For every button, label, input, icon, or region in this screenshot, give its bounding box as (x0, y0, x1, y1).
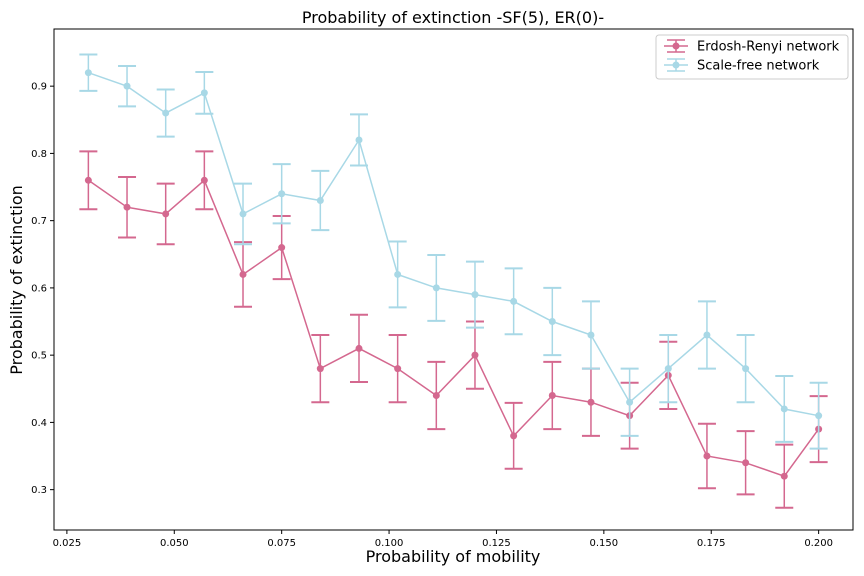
data-point (703, 452, 711, 460)
x-tick-label: 0.050 (160, 538, 189, 549)
data-point (510, 432, 518, 440)
data-point (162, 210, 170, 218)
data-point (548, 318, 556, 326)
y-tick-label: 0.7 (31, 216, 47, 227)
data-point (200, 176, 208, 184)
data-point (471, 351, 479, 359)
data-point (123, 203, 131, 211)
y-tick-label: 0.9 (31, 82, 47, 93)
data-point (84, 176, 92, 184)
data-point (626, 398, 634, 406)
x-axis-label: Probability of mobility (366, 547, 541, 566)
data-point (316, 365, 324, 373)
data-point (815, 412, 823, 420)
plot-frame (53, 28, 854, 531)
data-point (239, 210, 247, 218)
legend-label: Scale-free network (697, 59, 820, 74)
series-line (87, 179, 820, 478)
legend-swatch-marker (672, 61, 680, 69)
data-point (394, 365, 402, 373)
data-point (548, 392, 556, 400)
data-point (316, 196, 324, 204)
x-tick-label: 0.075 (267, 538, 296, 549)
data-point (510, 297, 518, 305)
legend-item: Scale-free network (664, 58, 820, 74)
data-point (780, 472, 788, 480)
series-layer (79, 53, 828, 509)
series-1 (79, 150, 828, 509)
x-tick-label: 0.200 (804, 538, 833, 549)
x-tick-label: 0.025 (53, 538, 82, 549)
data-point (84, 69, 92, 77)
x-tick-label: 0.175 (697, 538, 726, 549)
data-point (587, 331, 595, 339)
data-point (742, 365, 750, 373)
y-tick-label: 0.4 (31, 418, 47, 429)
x-axis: 0.025 0.050 0.075 0.100 0.125 0.150 0.175 0.200 (53, 530, 833, 549)
data-point (200, 89, 208, 97)
y-tick-label: 0.8 (31, 149, 47, 160)
data-point (239, 270, 247, 278)
data-point (278, 190, 286, 198)
x-tick-label: 0.150 (590, 538, 619, 549)
data-point (432, 392, 440, 400)
data-point (587, 398, 595, 406)
series-line (88, 71, 819, 417)
y-tick-label: 0.3 (31, 485, 47, 496)
data-point (471, 291, 479, 299)
x-tick-label: 0.125 (482, 538, 511, 549)
x-tick-label: 0.100 (375, 538, 404, 549)
y-tick-label: 0.6 (31, 283, 47, 294)
legend-label: Erdosh-Renyi network (697, 40, 840, 55)
data-point (703, 331, 711, 339)
data-point (394, 270, 402, 278)
data-point (780, 405, 788, 413)
y-axis: 0.3 0.4 0.5 0.6 0.7 0.8 0.9 (31, 82, 54, 496)
legend: Erdosh-Renyi network Scale-free network (655, 34, 849, 80)
data-point (162, 109, 170, 117)
data-point (742, 459, 750, 467)
legend-swatch-marker (672, 42, 680, 50)
data-point (432, 284, 440, 292)
data-point (278, 244, 286, 252)
data-point (355, 136, 363, 144)
legend-item: Erdosh-Renyi network (664, 39, 840, 55)
chart-title: Probability of extinction -SF(5), ER(0)- (302, 8, 604, 27)
data-point (123, 82, 131, 90)
legend-frame (655, 34, 849, 80)
data-point (355, 344, 363, 352)
series-2 (79, 53, 828, 450)
plot-area (53, 28, 854, 531)
y-axis-label: Probability of extinction (7, 185, 26, 375)
y-tick-label: 0.5 (31, 351, 47, 362)
data-point (664, 365, 672, 373)
